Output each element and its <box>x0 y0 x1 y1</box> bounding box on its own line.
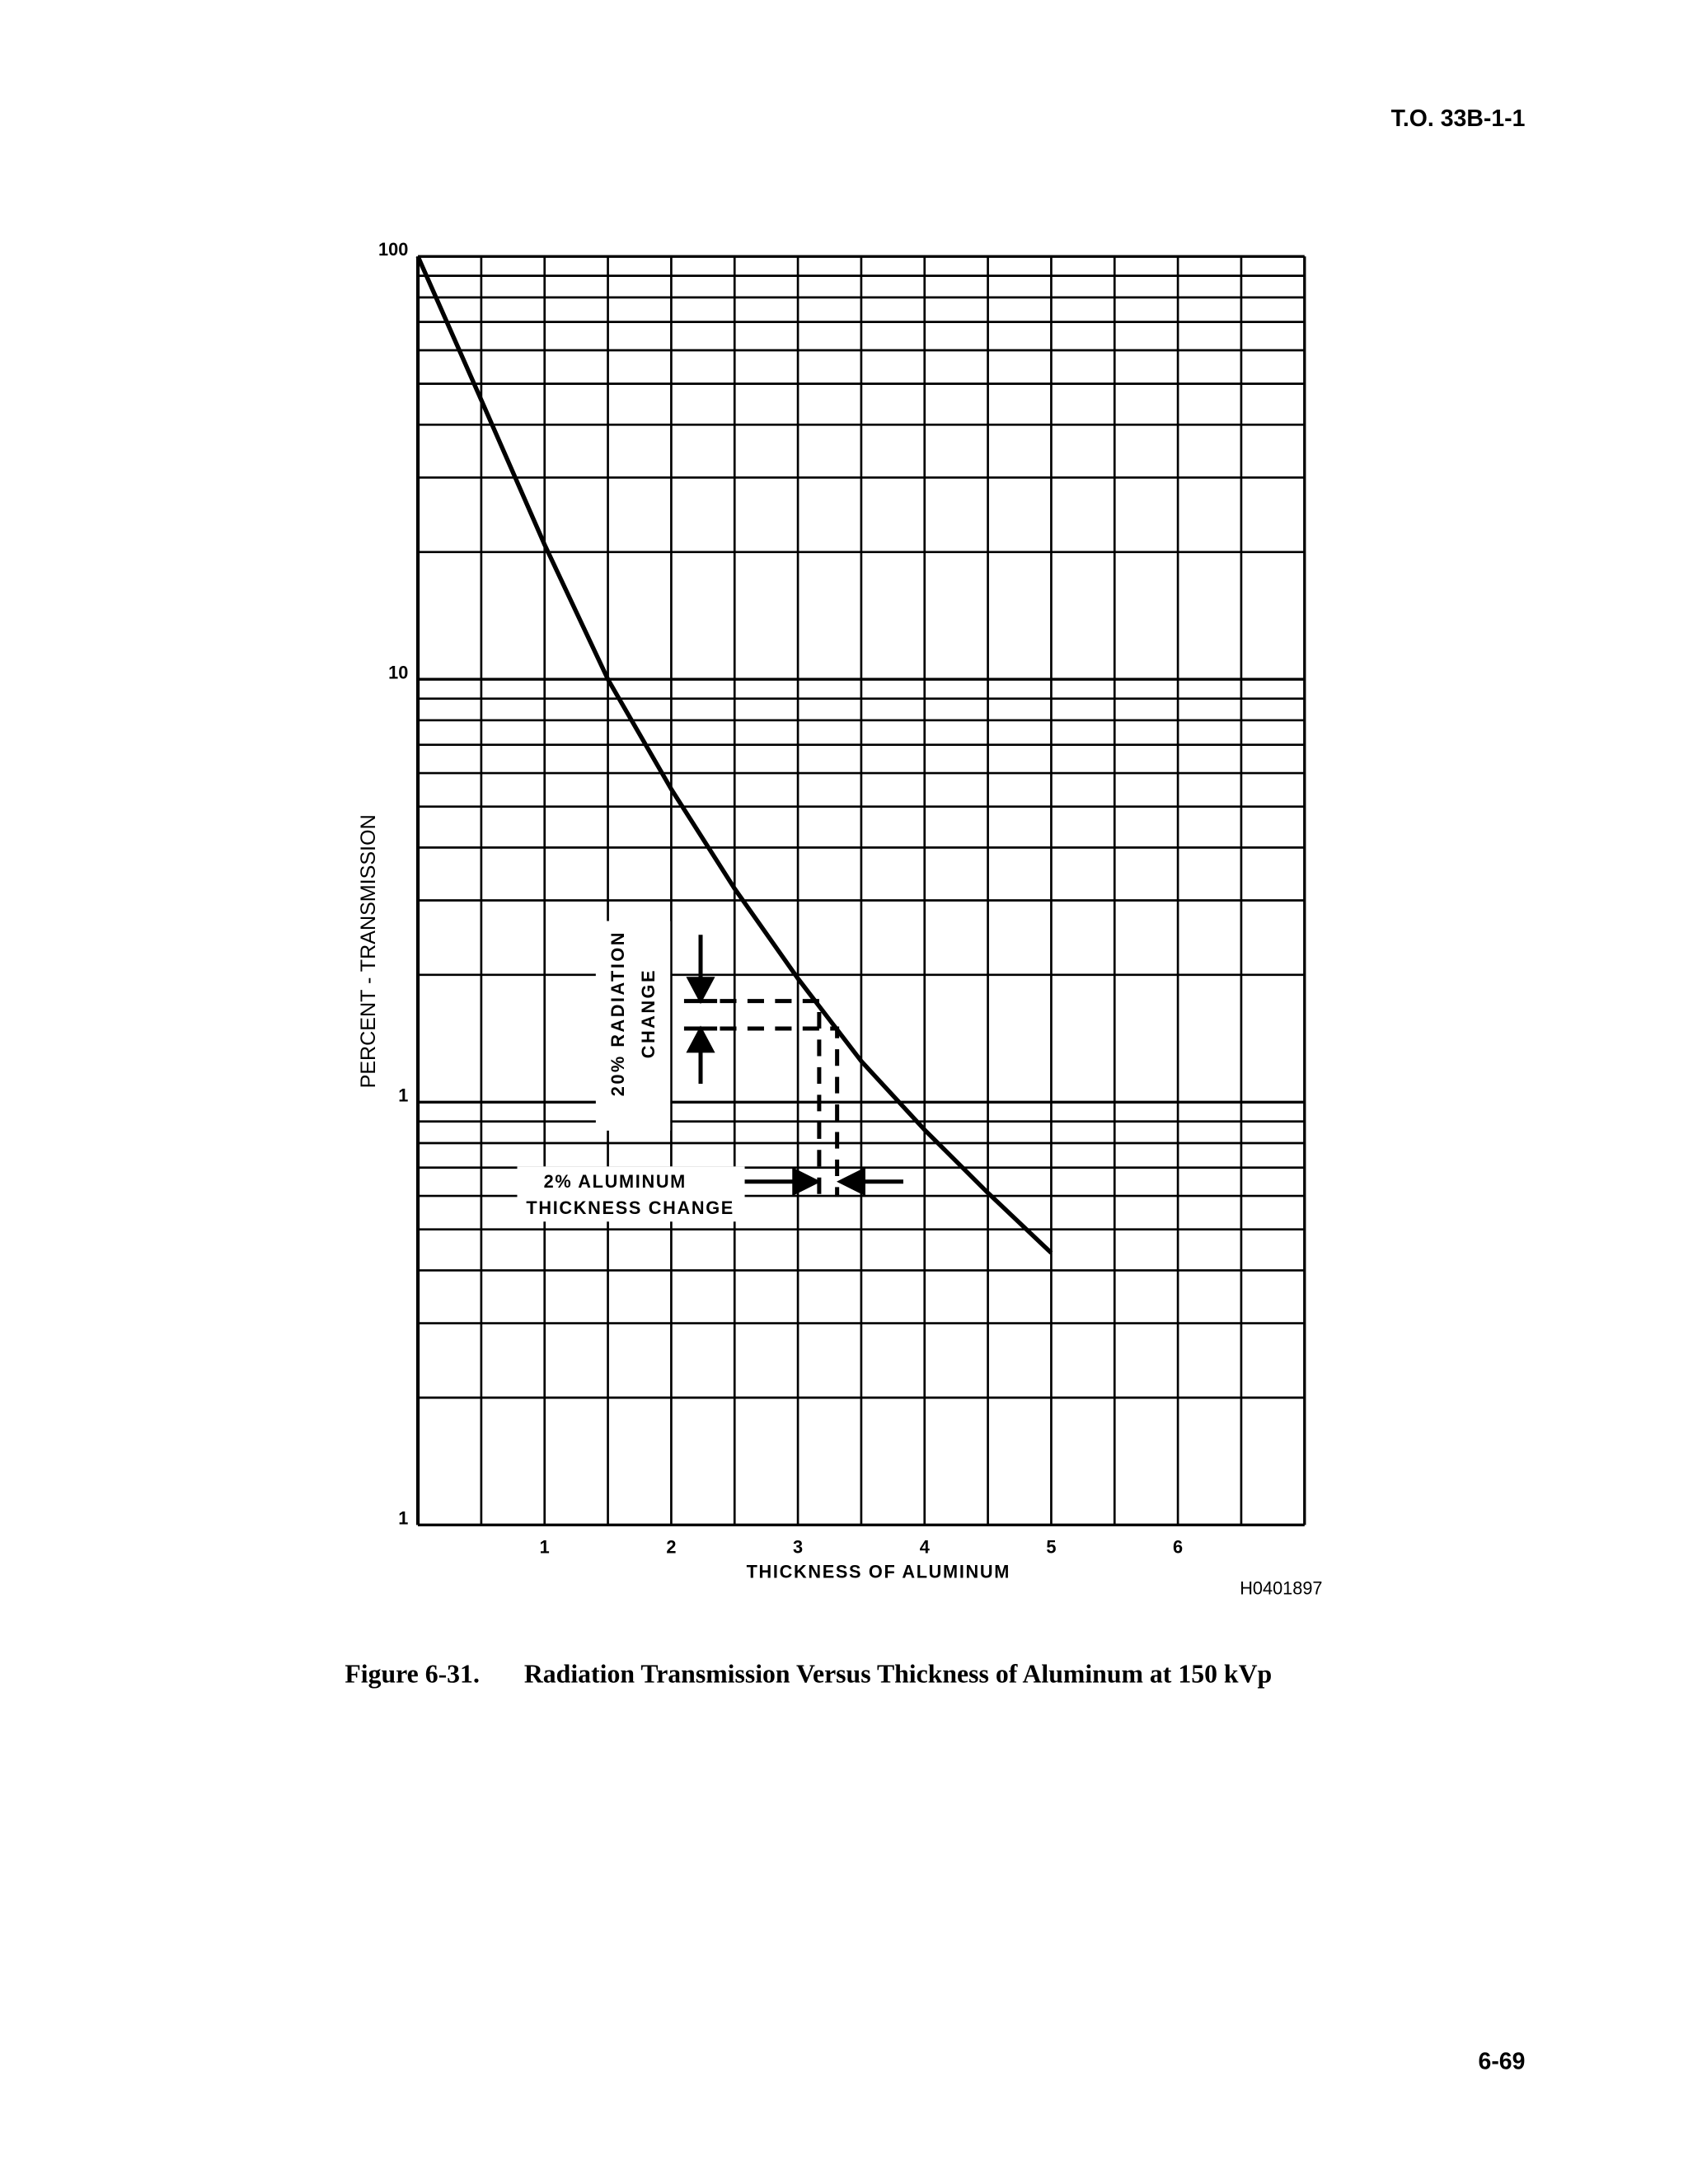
y-tick-label: 100 <box>378 239 408 260</box>
arrow-head <box>837 1167 865 1197</box>
annotation-background <box>595 921 671 1131</box>
x-axis-label: THICKNESS OF ALUMINUM <box>747 1562 1010 1582</box>
x-tick-label: 5 <box>1046 1537 1056 1558</box>
arrow-head <box>686 1025 715 1053</box>
x-tick-label: 6 <box>1173 1537 1183 1558</box>
arrow-head <box>792 1167 822 1197</box>
figure-number: Figure 6-31. <box>345 1660 480 1689</box>
x-tick-label: 3 <box>793 1537 803 1558</box>
y-tick-label: 1 <box>398 1507 408 1528</box>
figure-id: H0401897 <box>1240 1578 1322 1599</box>
x-tick-label: 1 <box>540 1537 550 1558</box>
radiation-arrows <box>683 935 718 1084</box>
y-tick-label: 10 <box>388 662 408 682</box>
y-axis-label: PERCENT - TRANSMISSION <box>357 814 380 1088</box>
figure-title: Radiation Transmission Versus Thickness … <box>524 1660 1272 1689</box>
doc-id: T.O. 33B-1-1 <box>1391 105 1526 132</box>
dashed-line <box>720 999 822 1197</box>
x-tick-label: 4 <box>920 1537 930 1558</box>
dashed-guides <box>720 999 840 1197</box>
arrow-head <box>686 977 715 1005</box>
x-tick-label: 2 <box>666 1537 676 1558</box>
annotation-text: THICKNESS CHANGE <box>526 1197 734 1218</box>
grid: 100 10 1 1 1 2 3 4 5 6 <box>378 239 1306 1558</box>
annotation-text: 2% ALUMINUM <box>544 1171 687 1192</box>
curve-layer <box>415 255 1053 1255</box>
annotation-background <box>517 1166 745 1222</box>
y-tick-label: 1 <box>398 1085 408 1105</box>
transmission-curve <box>415 255 1053 1255</box>
radiation-annotation: 20% RADIATION CHANGE <box>607 930 659 1096</box>
annotation-text: 20% RADIATION <box>607 930 628 1096</box>
annotation-text: CHANGE <box>638 968 659 1058</box>
thickness-arrows <box>744 1167 903 1197</box>
dashed-line <box>720 1026 840 1197</box>
page-number: 6-69 <box>1479 2048 1526 2074</box>
